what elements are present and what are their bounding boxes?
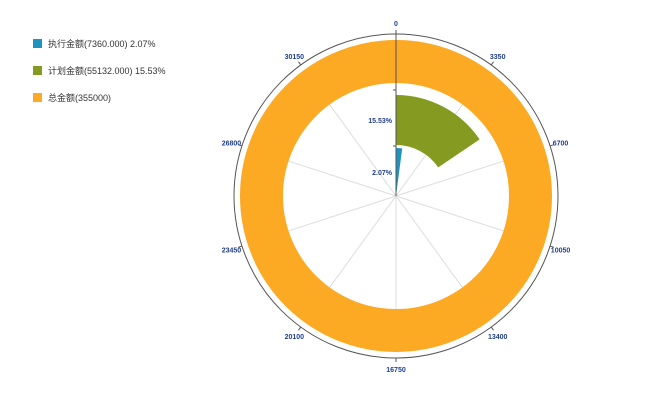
angle-tick-label: 23450 [222, 247, 242, 254]
angle-tick-label: 0 [394, 21, 398, 28]
bar-0 [396, 148, 403, 196]
legend-swatch [33, 39, 42, 48]
grid-spoke [288, 160, 397, 197]
angle-tick-label: 13400 [488, 334, 508, 341]
category-label: 15.53% [368, 118, 393, 125]
bar-1 [396, 95, 480, 168]
angle-tick [549, 245, 555, 248]
grid-spoke [395, 195, 504, 232]
angle-tick-label: 6700 [553, 141, 569, 148]
angle-tick-label: 16750 [386, 367, 406, 374]
legend-item[interactable]: 执行金额(7360.000) 2.07% [33, 30, 166, 57]
angle-tick-label: 20100 [285, 334, 305, 341]
grid-spoke [288, 195, 397, 232]
angle-tick [237, 144, 243, 147]
angle-tick [490, 61, 494, 66]
legend-item[interactable]: 计划金额(55132.000) 15.53% [33, 57, 166, 84]
legend-label: 计划金额(55132.000) 15.53% [48, 66, 166, 76]
legend-swatch [33, 66, 42, 75]
grid-spoke [329, 195, 397, 288]
angle-tick [490, 326, 494, 331]
angle-tick-label: 3350 [490, 54, 506, 61]
angle-tick [237, 245, 243, 248]
legend-swatch [33, 93, 42, 102]
grid-spoke [395, 195, 463, 288]
legend-item[interactable]: 总金额(355000) [33, 84, 166, 111]
angle-tick [298, 61, 302, 66]
grid-spoke [329, 104, 397, 197]
legend: 执行金额(7360.000) 2.07% 计划金额(55132.000) 15.5… [33, 30, 166, 111]
grid-spoke [395, 160, 504, 197]
angle-tick [298, 326, 302, 331]
angle-tick-label: 30150 [285, 54, 305, 61]
angle-tick-label: 26800 [222, 141, 242, 148]
angle-tick-label: 10050 [551, 247, 571, 254]
legend-label: 总金额(355000) [48, 93, 112, 103]
angle-tick [549, 144, 555, 147]
category-label: 2.07% [372, 170, 393, 177]
legend-label: 执行金额(7360.000) 2.07% [48, 39, 156, 49]
